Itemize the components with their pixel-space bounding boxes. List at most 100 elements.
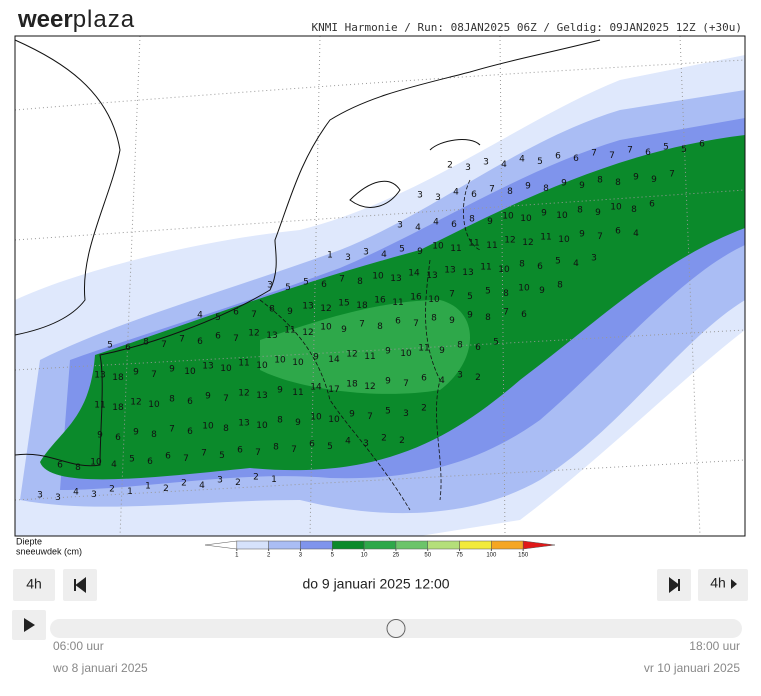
map-value: 7 [255, 448, 261, 458]
map-value: 6 [57, 461, 63, 471]
map-value: 4 [197, 311, 203, 321]
end-time: 18:00 uur [689, 639, 740, 653]
map-value: 7 [449, 290, 455, 300]
timeline-knob[interactable] [386, 619, 406, 638]
map-value: 5 [555, 257, 561, 267]
colorbar-segment [395, 540, 428, 550]
map-value: 7 [251, 310, 257, 320]
step-forward-button[interactable]: 4h [698, 569, 748, 601]
map-value: 18 [356, 301, 368, 311]
map-value: 10 [220, 364, 232, 374]
colorbar-segment [363, 540, 397, 550]
map-value: 5 [537, 157, 543, 167]
map-value: 6 [475, 343, 481, 353]
map-value: 2 [381, 434, 387, 444]
map-value: 6 [555, 152, 561, 162]
step-back-button[interactable]: 4h [13, 569, 55, 601]
map-value: 10 [256, 361, 268, 371]
map-value: 8 [485, 313, 491, 323]
first-frame-button[interactable] [63, 569, 97, 601]
map-value: 7 [339, 275, 345, 285]
map-value: 2 [235, 478, 241, 488]
map-value: 2 [399, 436, 405, 446]
map-value: 4 [415, 223, 421, 233]
map-value: 3 [267, 281, 273, 291]
map-value: 9 [313, 353, 319, 363]
start-time: 06:00 uur [53, 639, 104, 653]
map-value: 7 [359, 320, 365, 330]
map-value: 8 [143, 338, 149, 348]
map-value: 5 [129, 455, 135, 465]
map-value: 7 [367, 412, 373, 422]
map-value: 6 [115, 433, 121, 443]
map-value: 13 [94, 371, 105, 381]
colorbar-segment [491, 540, 524, 550]
map-value: 6 [233, 308, 239, 318]
map-value: 8 [507, 187, 513, 197]
map-value: 9 [487, 217, 493, 227]
map-value: 3 [417, 191, 423, 201]
map-value: 2 [109, 485, 115, 495]
icon [24, 618, 35, 632]
map-value: 9 [385, 377, 391, 387]
map-value: 11 [292, 388, 303, 398]
button-bg[interactable] [13, 569, 55, 601]
map-value: 6 [471, 190, 477, 200]
map-value: 9 [651, 175, 657, 185]
button-bg[interactable] [698, 569, 748, 601]
map-value: 7 [669, 170, 675, 180]
map-value: 9 [595, 208, 601, 218]
step-back-label[interactable]: 4h [26, 576, 42, 592]
current-time: do 9 januari 2025 12:00 [302, 576, 449, 592]
map-value: 13 [462, 268, 473, 278]
graticule [14, 35, 746, 537]
legend-title: Diepte [16, 536, 42, 546]
map-value: 8 [357, 277, 363, 287]
map-value: 7 [597, 232, 603, 242]
map-value: 14 [328, 355, 340, 365]
map-value: 8 [169, 395, 175, 405]
colorbar-segment [204, 540, 238, 550]
map-value: 2 [421, 404, 427, 414]
colorbar-segment [332, 540, 365, 550]
map-value: 1 [127, 487, 133, 497]
map-value: 9 [539, 286, 545, 296]
logo-light: plaza [73, 6, 135, 33]
map-value: 6 [649, 200, 655, 210]
map-value: 7 [591, 149, 597, 159]
step-forward-label[interactable]: 4h [710, 575, 726, 591]
map-value: 10 [274, 356, 286, 366]
map-value: 5 [399, 245, 405, 255]
colorbar-segment [522, 540, 556, 550]
map-value: 3 [457, 371, 463, 381]
colorbar: 1 2 3 5 10 25 50 75 100 150 [204, 540, 556, 559]
map-value: 4 [573, 259, 579, 269]
map-value: 10 [184, 367, 196, 377]
map-value: 10 [558, 235, 570, 245]
map-value: 9 [417, 247, 423, 257]
map-value: 6 [451, 220, 457, 230]
map-value: 4 [381, 250, 387, 260]
map-value: 10 [556, 211, 568, 221]
map-value: 12 [504, 236, 515, 246]
map-value: 3 [91, 490, 97, 500]
map-value: 10 [372, 272, 384, 282]
map-value: 5 [681, 145, 687, 155]
map-value: 12 [346, 350, 357, 360]
map-value: 10 [292, 358, 304, 368]
map-value: 8 [577, 206, 583, 216]
last-frame-button[interactable] [657, 569, 691, 601]
map-value: 12 [364, 382, 375, 392]
play-button[interactable] [12, 610, 46, 640]
map-value: 5 [327, 442, 333, 452]
map-value: 11 [480, 263, 491, 273]
map-value: 7 [489, 185, 495, 195]
map-value: 13 [302, 302, 313, 312]
map-value: 2 [447, 161, 453, 171]
map-value: 3 [465, 163, 471, 173]
map-value: 15 [338, 299, 349, 309]
map-value: 2 [475, 373, 481, 383]
map-value: 3 [591, 254, 597, 264]
map-value: 8 [557, 281, 563, 291]
map-value: 13 [266, 331, 277, 341]
